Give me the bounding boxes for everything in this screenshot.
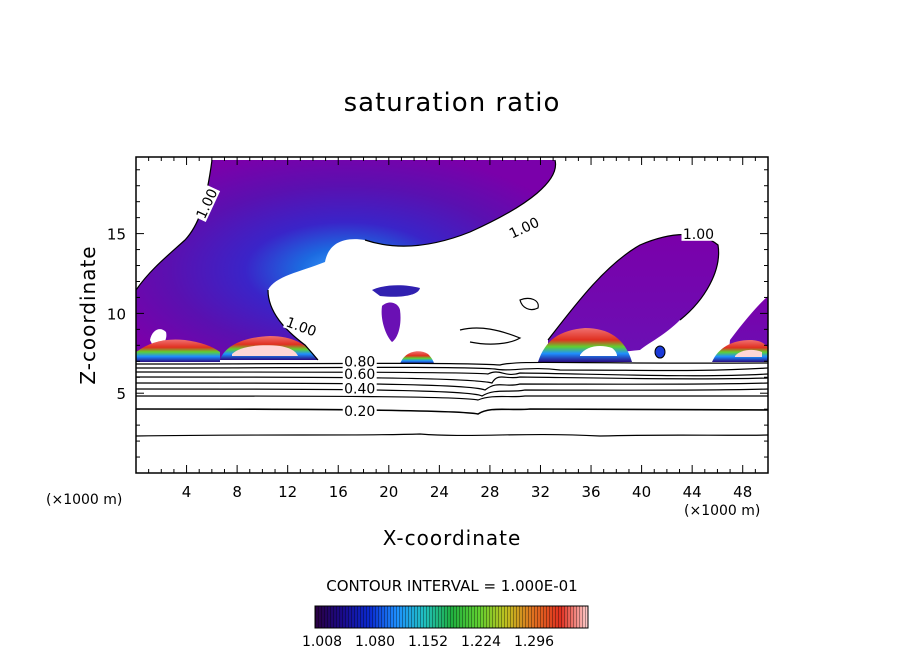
colorbar-tick-label: 1.080 [355, 634, 395, 650]
x-tick-label: 12 [278, 483, 297, 501]
x-tick-label: 28 [480, 483, 499, 501]
y-tick-label: 5 [116, 385, 126, 403]
cloud-base-spot [654, 345, 666, 359]
cloud-base-band-4 [712, 340, 768, 362]
cloud-base-band-5 [400, 351, 434, 364]
colorbar-tick-label: 1.296 [514, 634, 554, 650]
y-tick-label: 10 [107, 305, 126, 323]
contour-label: 1.00 [683, 227, 714, 243]
x-tick-label: 8 [232, 483, 242, 501]
x-tick-label: 36 [581, 483, 600, 501]
contour-label-bg [342, 403, 377, 418]
band-core-1 [232, 345, 298, 356]
x-axis-unit-left: (×1000 m) [46, 492, 123, 508]
colorbar-tick-label: 1.224 [461, 634, 501, 650]
cloud-base-band-1 [136, 339, 220, 362]
colorbar-tick-label: 1.008 [302, 634, 342, 650]
contour-label: 0.80 [344, 354, 375, 370]
contour-label: 0.20 [344, 404, 375, 420]
contour-label-bg [193, 185, 221, 222]
supersat-region-left [136, 160, 556, 360]
colorbar-stripes [315, 606, 588, 628]
contour-label-bg [342, 367, 377, 382]
contour-label-bg [342, 354, 377, 369]
x-tick-label: 24 [430, 483, 449, 501]
y-tick-label: 15 [107, 226, 126, 244]
x-tick-label: 44 [683, 483, 702, 501]
contour-label-bg [342, 381, 377, 396]
contour-label-bg [681, 226, 716, 241]
contour-lines [136, 159, 768, 437]
band-core-2 [580, 346, 617, 356]
contour-label-bg [282, 314, 320, 339]
x-tick-label: 20 [379, 483, 398, 501]
supersat-region-mid-small [381, 302, 401, 342]
x-axis-unit-right: (×1000 m) [684, 503, 761, 519]
band-core-3 [735, 349, 762, 357]
contour-label: 1.00 [507, 215, 542, 243]
contour-interval-text: CONTOUR INTERVAL = 1.000E-01 [326, 577, 578, 595]
chart-title: saturation ratio [343, 88, 561, 118]
x-tick-label: 32 [531, 483, 550, 501]
x-tick-label: 4 [182, 483, 192, 501]
contour-label: 0.60 [344, 367, 375, 383]
x-axis-label: X-coordinate [382, 526, 522, 550]
supersat-region-mid-streak [372, 285, 420, 297]
colorbar-tick-label: 1.152 [408, 634, 448, 650]
x-tick-label: 48 [733, 483, 752, 501]
contour-label-bg [505, 214, 543, 242]
x-tick-label: 40 [632, 483, 651, 501]
x-tick-label: 16 [329, 483, 348, 501]
contour-label: 0.40 [344, 382, 375, 398]
